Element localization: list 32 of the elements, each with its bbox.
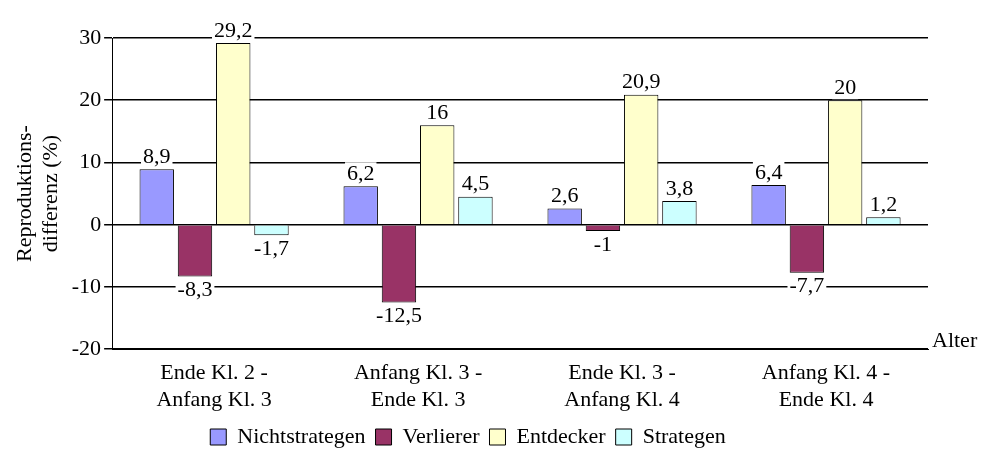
data-label: 6,4: [754, 158, 783, 184]
data-label: 20: [834, 74, 857, 100]
y-tick-label: 10: [79, 148, 102, 174]
x-tick-label: Ende Kl. 3 - Anfang Kl. 4: [564, 359, 680, 411]
x-tick-label: Anfang Kl. 4 - Ende Kl. 4: [761, 359, 891, 411]
data-label: 29,2: [213, 16, 253, 42]
data-label: -12,5: [376, 302, 422, 328]
legend-label: Nichtstrategen: [237, 422, 366, 448]
data-label: -7,7: [789, 272, 825, 298]
data-label: 8,9: [142, 143, 171, 169]
data-label: 4,5: [461, 170, 490, 196]
x-axis-title: Alter: [932, 326, 978, 352]
x-tick-label: Anfang Kl. 3 - Ende Kl. 3: [353, 359, 483, 411]
data-label: 3,8: [665, 174, 694, 200]
data-label: 6,2: [346, 159, 375, 185]
y-tick-label: -20: [71, 334, 102, 360]
data-label: 16: [426, 98, 449, 124]
legend-label: Entdecker: [516, 422, 607, 448]
data-label: 20,9: [621, 68, 661, 94]
data-label: 2,6: [550, 182, 579, 208]
data-label: -8,3: [177, 276, 213, 302]
data-label: -1,7: [254, 235, 289, 261]
legend-label: Verlierer: [402, 422, 481, 448]
data-label: 1,2: [869, 191, 898, 217]
y-tick-label: 20: [79, 86, 102, 112]
x-tick-label: Ende Kl. 2 - Anfang Kl. 3: [156, 359, 272, 411]
y-axis-title: Reproduktions- differenz (%): [10, 125, 63, 263]
y-tick-label: 30: [79, 23, 102, 49]
y-tick-label: 0: [90, 210, 102, 236]
data-label: -1: [593, 230, 613, 256]
y-tick-label: -10: [71, 272, 102, 298]
legend-label: Strategen: [642, 422, 726, 448]
